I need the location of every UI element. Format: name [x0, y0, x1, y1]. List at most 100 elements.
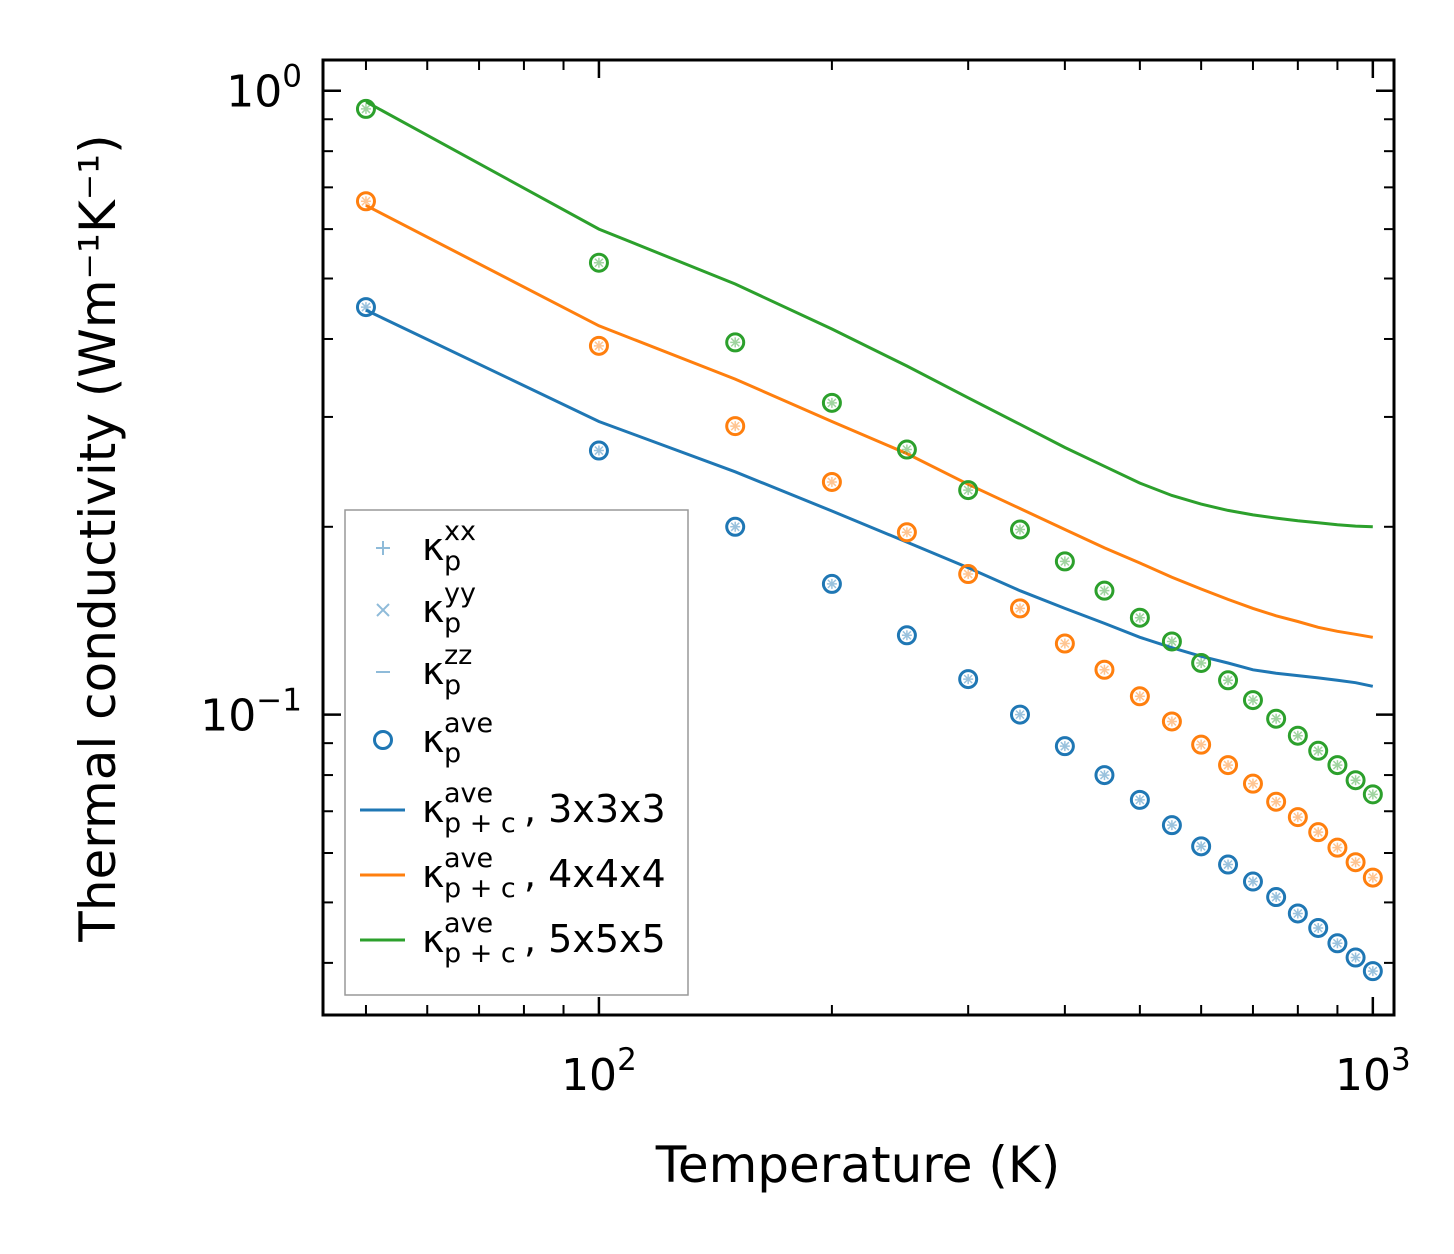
y-axis-title: Thermal conductivity (Wm⁻¹K⁻¹): [69, 134, 127, 942]
point-component-marks: [963, 569, 974, 580]
point-component-marks: [593, 257, 604, 268]
data-point-s2-17: [1308, 822, 1329, 843]
line-series-group: [365, 100, 1374, 688]
point-component-marks: [1196, 739, 1207, 750]
point-circle: [1308, 822, 1329, 843]
legend-handle-circle: [373, 730, 393, 750]
point-circle: [1161, 631, 1182, 652]
point-component-marks: [1271, 796, 1282, 807]
point-circle: [1327, 755, 1348, 776]
legend-item-1: κxx p: [376, 516, 476, 577]
point-circle: [1218, 854, 1239, 875]
point-component-marks: [1166, 820, 1177, 831]
point-component-marks: [1196, 841, 1207, 852]
tick-base: 10: [1335, 1050, 1391, 1101]
data-point-s1-2: [588, 440, 609, 461]
point-circle: [725, 332, 746, 353]
legend-tail: , 4x4x4: [524, 852, 666, 896]
data-point-s3-8: [1054, 551, 1075, 572]
point-component-marks: [730, 521, 741, 532]
data-point-s1-13: [1218, 854, 1239, 875]
data-point-s2-5: [896, 522, 917, 543]
point-component-marks: [1223, 675, 1234, 686]
legend-symbol: κ: [422, 649, 444, 693]
legend-superscript: yy: [444, 578, 476, 609]
point-component-marks: [360, 196, 371, 207]
point-circle: [1266, 887, 1287, 908]
point-component-marks: [1292, 908, 1303, 919]
data-point-s1-7: [1009, 704, 1030, 725]
data-point-s3-3: [725, 332, 746, 353]
point-circle: [725, 416, 746, 437]
point-component-marks: [593, 340, 604, 351]
legend-subscript: p: [444, 738, 461, 769]
point-component-marks: [826, 578, 837, 589]
point-component-marks: [1099, 770, 1110, 781]
point-component-marks: [1247, 695, 1258, 706]
data-point-s3-4: [821, 392, 842, 413]
data-point-s3-17: [1308, 740, 1329, 761]
point-circle: [1308, 740, 1329, 761]
legend-symbol: κ: [422, 852, 444, 896]
point-circle: [1129, 607, 1150, 628]
point-component-marks: [1332, 760, 1343, 771]
tick-exponent: 0: [282, 59, 302, 95]
point-circle: [1191, 734, 1212, 755]
tick-exponent: 2: [617, 1042, 637, 1078]
tick-exponent: −1: [256, 683, 302, 719]
data-point-s1-18: [1327, 933, 1348, 954]
data-point-s3-14: [1242, 690, 1263, 711]
data-point-s2-19: [1345, 852, 1366, 873]
legend-item-2: κyy p: [376, 578, 476, 639]
x-tick-label-2: 103: [1335, 1042, 1411, 1101]
data-point-s1-20: [1362, 961, 1383, 982]
legend-box: [344, 509, 689, 996]
point-component-marks: [1014, 603, 1025, 614]
point-circle: [355, 191, 376, 212]
point-circle: [1009, 704, 1030, 725]
point-component-marks: [963, 674, 974, 685]
tick-base: 10: [200, 691, 256, 742]
point-component-marks: [1367, 789, 1378, 800]
point-component-marks: [1332, 842, 1343, 853]
legend-item-4: κave p: [373, 708, 493, 769]
data-point-s1-8: [1054, 736, 1075, 757]
legend-superscript: xx: [444, 516, 476, 547]
point-component-marks: [1059, 556, 1070, 567]
point-circle: [1094, 580, 1115, 601]
point-circle: [1362, 961, 1383, 982]
point-circle: [958, 480, 979, 501]
point-component-marks: [1350, 857, 1361, 868]
legend-symbol: κ: [422, 525, 444, 569]
data-point-s1-3: [725, 516, 746, 537]
point-component-marks: [1271, 713, 1282, 724]
data-point-s1-14: [1242, 871, 1263, 892]
point-component-marks: [1332, 938, 1343, 949]
data-point-s3-10: [1129, 607, 1150, 628]
legend-subscript: p: [444, 608, 461, 639]
legend-superscript: ave: [444, 778, 493, 809]
data-point-s1-1: [355, 297, 376, 318]
legend-symbol: κ: [422, 587, 444, 631]
legend-superscript: ave: [444, 708, 493, 739]
point-circle: [1009, 598, 1030, 619]
data-point-s2-18: [1327, 837, 1348, 858]
legend-label: κyy p: [422, 578, 476, 639]
point-circle: [1094, 659, 1115, 680]
data-point-s2-6: [958, 564, 979, 585]
data-point-s2-20: [1362, 867, 1383, 888]
point-circle: [588, 440, 609, 461]
legend-label: κave p: [422, 708, 493, 769]
x-axis-title: Temperature (K): [655, 1136, 1060, 1194]
point-component-marks: [1099, 664, 1110, 675]
point-circle: [1266, 708, 1287, 729]
point-component-marks: [1247, 778, 1258, 789]
data-point-s3-6: [958, 480, 979, 501]
point-circle: [588, 335, 609, 356]
point-circle: [1345, 947, 1366, 968]
legend-tail: , 5x5x5: [524, 917, 666, 961]
point-circle: [1266, 791, 1287, 812]
point-component-marks: [1292, 812, 1303, 823]
data-point-s2-10: [1129, 686, 1150, 707]
